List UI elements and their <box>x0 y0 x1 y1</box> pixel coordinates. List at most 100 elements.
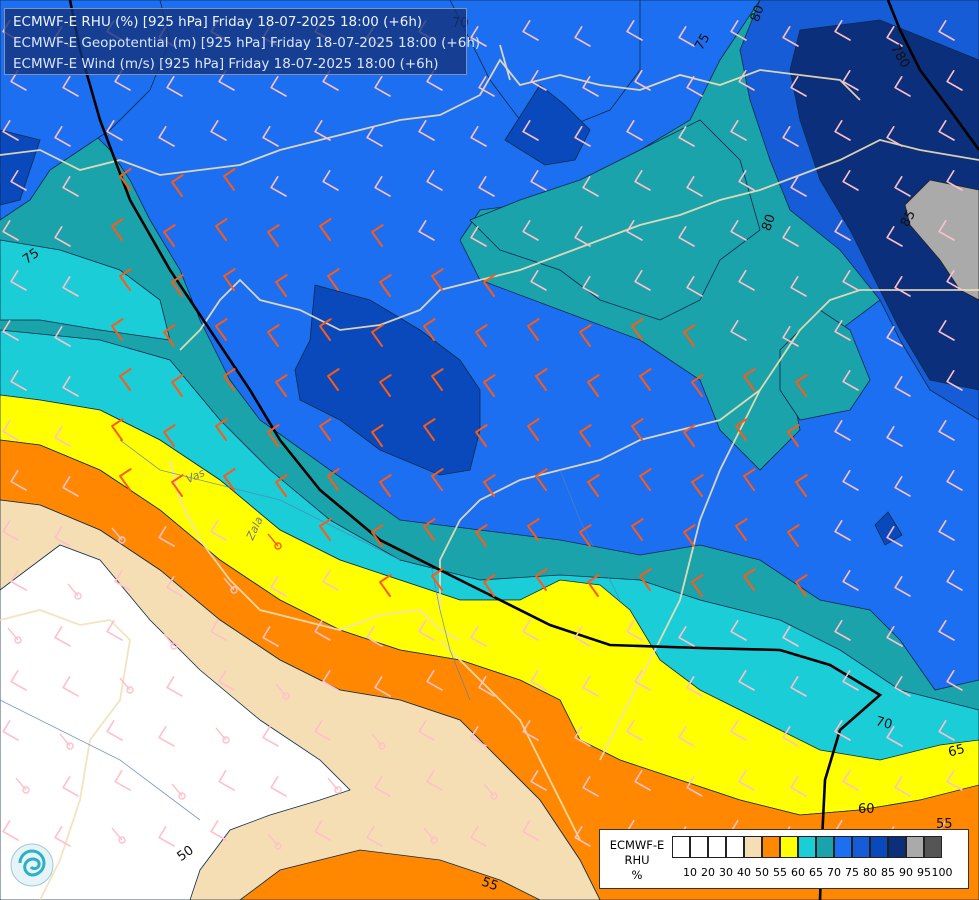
rhu-80-patch-east <box>874 511 903 546</box>
wind-barb <box>522 20 539 41</box>
wind-barb <box>574 126 591 147</box>
wind-barb <box>483 374 496 397</box>
wind-barb <box>262 126 279 147</box>
wind-barb <box>527 318 540 341</box>
wind-barb <box>111 218 124 241</box>
wind-barb <box>379 574 392 597</box>
legend-swatch <box>798 836 816 858</box>
wind-barb <box>834 20 851 41</box>
wind-barb <box>743 368 756 391</box>
wind-barb <box>314 120 331 141</box>
legend-tick-label: 70 <box>827 866 841 879</box>
wind-barb <box>223 368 236 391</box>
wind-barb <box>795 374 808 397</box>
wind-barb <box>218 670 235 691</box>
wind-barb <box>7 627 22 644</box>
wind-barb <box>54 226 71 247</box>
legend-swatch <box>906 836 924 858</box>
wind-barb <box>678 626 695 647</box>
wind-barb <box>730 120 747 141</box>
wind-barb <box>163 324 176 347</box>
wind-barb <box>574 726 591 747</box>
rhu-contour-label: 55 <box>479 875 500 895</box>
wind-barb <box>790 776 807 797</box>
wind-barb <box>119 368 132 391</box>
wind-barb <box>2 520 19 541</box>
wind-barb <box>886 626 903 647</box>
wind-barb <box>2 820 19 841</box>
wind-barb <box>946 770 963 791</box>
wind-barb <box>691 374 704 397</box>
wind-barb <box>686 776 703 797</box>
wind-barb <box>834 620 851 641</box>
wind-barb <box>483 274 496 297</box>
wind-barb <box>579 324 592 347</box>
wind-barb <box>366 626 383 647</box>
wind-barb <box>735 518 748 541</box>
wind-barb <box>62 276 79 297</box>
legend-tick-label: 50 <box>755 866 769 879</box>
wind-barb <box>738 270 755 291</box>
wind-barb <box>743 468 756 491</box>
wind-barb <box>522 220 539 241</box>
wind-barb <box>535 468 548 491</box>
wind-barb <box>10 370 27 391</box>
wind-barb <box>366 126 383 147</box>
legend-tick-label: 60 <box>791 866 805 879</box>
wind-barb <box>470 226 487 247</box>
wind-barb <box>423 827 438 844</box>
legend-tick-label: 65 <box>809 866 823 879</box>
rhu-contour-label: 80 <box>759 212 779 233</box>
wind-barb <box>475 524 488 547</box>
wind-barb <box>522 620 539 641</box>
wind-barb <box>782 226 799 247</box>
wind-barb <box>582 276 599 297</box>
rhu-70-east-patch <box>469 119 761 321</box>
wind-barb <box>787 524 800 547</box>
wind-barb <box>834 420 851 441</box>
wind-barb <box>327 777 342 794</box>
wind-barb <box>686 176 703 197</box>
wind-barb <box>166 676 183 697</box>
wind-barb <box>587 474 600 497</box>
rhu-contour-label: 60 <box>858 802 875 817</box>
wind-barb <box>215 727 230 744</box>
wind-barb <box>166 76 183 97</box>
wind-barb <box>842 270 859 291</box>
wind-barb <box>634 770 651 791</box>
wind-barb <box>842 70 859 91</box>
wind-barb <box>431 468 444 491</box>
legend-tick-label: 85 <box>881 866 895 879</box>
wind-barb <box>478 676 495 697</box>
wind-barb <box>158 526 175 547</box>
wind-barb <box>782 126 799 147</box>
wind-barb <box>418 120 435 141</box>
wind-barb <box>946 470 963 491</box>
wind-barb <box>171 374 184 397</box>
wind-barb <box>374 76 391 97</box>
wind-barb <box>267 324 280 347</box>
wind-barb <box>54 326 71 347</box>
wind-barb <box>587 574 600 597</box>
title-geopotential: ECMWF-E Geopotential (m) [925 hPa] Frida… <box>13 35 481 51</box>
wind-barb <box>530 670 547 691</box>
geopotential-contours <box>68 0 979 900</box>
wind-barb <box>314 820 331 841</box>
wind-barb <box>894 176 911 197</box>
legend-title-line: RHU <box>624 853 650 867</box>
wind-barb <box>106 620 123 641</box>
wind-barb <box>535 368 548 391</box>
wind-barb <box>426 770 443 791</box>
wind-barb <box>371 424 384 447</box>
wind-barb <box>166 576 183 597</box>
wind-barb <box>322 670 339 691</box>
rhu-contour-label: 80 <box>748 3 768 24</box>
wind-barb <box>62 776 79 797</box>
wind-barb <box>119 468 132 491</box>
wind-barb <box>634 670 651 691</box>
wind-barb <box>2 720 19 741</box>
wind-barb <box>10 470 27 491</box>
wind-barb <box>62 676 79 697</box>
wind-barb <box>691 474 704 497</box>
wind-barb <box>730 20 747 41</box>
